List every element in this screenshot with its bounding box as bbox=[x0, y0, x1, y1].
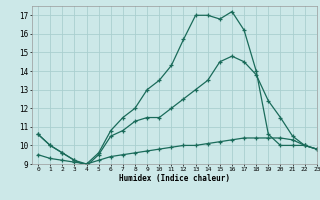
X-axis label: Humidex (Indice chaleur): Humidex (Indice chaleur) bbox=[119, 174, 230, 183]
